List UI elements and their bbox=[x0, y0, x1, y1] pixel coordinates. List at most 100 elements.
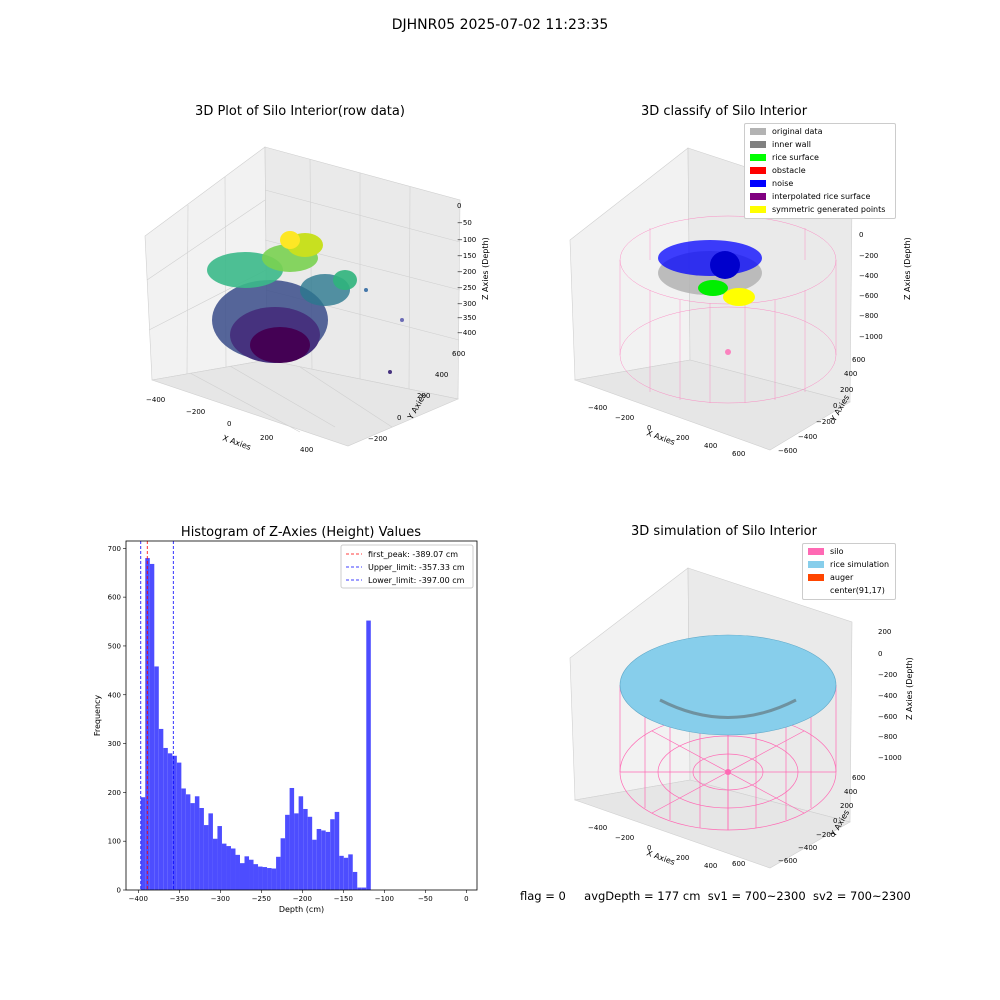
legend-entry-interpolated: interpolated rice surface bbox=[750, 192, 870, 201]
histogram-reference-lines bbox=[140, 541, 174, 890]
histogram-bar bbox=[285, 814, 290, 890]
raw-point-cloud bbox=[207, 231, 404, 374]
legend-swatch bbox=[808, 574, 824, 581]
histogram-x-tick-label: −300 bbox=[211, 895, 230, 903]
histogram-bar bbox=[194, 796, 200, 890]
histogram-bar bbox=[321, 830, 326, 890]
svg-text:−400: −400 bbox=[859, 272, 878, 280]
figure-suptitle: DJHNR05 2025-07-02 11:23:35 bbox=[391, 17, 609, 33]
legend-entry-inner-wall: inner wall bbox=[750, 140, 811, 149]
legend-entry-original-data: original data bbox=[750, 127, 822, 136]
legend-entry-noise: noise bbox=[750, 179, 793, 188]
histogram-x-tick-label: −250 bbox=[252, 895, 271, 903]
svg-text:−600: −600 bbox=[859, 292, 878, 300]
histogram-axes-frame bbox=[125, 540, 478, 891]
simulation-panel-title: 3D simulation of Silo Interior bbox=[631, 524, 817, 539]
legend-entry-symmetric: symmetric generated points bbox=[750, 205, 885, 214]
histogram-bar bbox=[149, 563, 155, 890]
histogram-bar bbox=[258, 866, 263, 890]
svg-text:−200: −200 bbox=[368, 435, 387, 443]
svg-text:600: 600 bbox=[452, 350, 465, 358]
svg-text:400: 400 bbox=[844, 370, 857, 378]
histogram-bar bbox=[298, 796, 304, 890]
histogram-bars bbox=[140, 558, 371, 890]
histogram-bar bbox=[158, 728, 164, 890]
svg-text:200: 200 bbox=[840, 802, 853, 810]
histogram-bar bbox=[140, 797, 146, 890]
legend-swatch bbox=[750, 141, 766, 148]
legend-swatch bbox=[750, 206, 766, 213]
svg-text:−400: −400 bbox=[798, 844, 817, 852]
status-flag: flag = 0 bbox=[520, 889, 566, 903]
simulation-rice-depression bbox=[659, 698, 797, 719]
simulation-zlabel: Z Axies (Depth) bbox=[905, 657, 914, 720]
histogram-bar bbox=[276, 856, 281, 890]
histogram-bar bbox=[366, 620, 371, 890]
histogram-x-tick-label: −100 bbox=[375, 895, 394, 903]
histogram-y-tick-label: 500 bbox=[108, 642, 121, 650]
histogram-bar bbox=[253, 864, 259, 890]
histogram-bar bbox=[199, 807, 204, 890]
svg-text:200: 200 bbox=[417, 392, 430, 400]
svg-text:−350: −350 bbox=[457, 314, 476, 322]
svg-text:−1000: −1000 bbox=[859, 333, 883, 341]
classify-tick-labels: −400 −200 0 200 400 600 −600 −400 −200 0… bbox=[588, 210, 883, 458]
svg-text:200: 200 bbox=[840, 386, 853, 394]
raw-tick-labels: −400 −200 0 200 400 −200 0 200 400 600 0… bbox=[146, 202, 476, 454]
histogram-y-tick-label: 300 bbox=[108, 740, 121, 748]
legend-entry-silo: silo bbox=[808, 547, 844, 556]
histogram-y-tick-label: 200 bbox=[108, 789, 121, 797]
histogram-xlabel: Depth (cm) bbox=[279, 905, 324, 914]
classify-legend-box: original data inner wall rice surface ob… bbox=[744, 123, 896, 219]
histogram-bar bbox=[339, 855, 344, 890]
classify-panel-title: 3D classify of Silo Interior bbox=[640, 104, 808, 119]
legend-entry-auger: auger bbox=[808, 573, 853, 582]
histogram-bar bbox=[294, 813, 299, 890]
histogram-bar bbox=[154, 666, 159, 890]
histogram-bar bbox=[271, 868, 277, 890]
classify-3d-plot[interactable]: −400 −200 0 200 400 600 −600 −400 −200 0… bbox=[560, 130, 940, 460]
legend-entry-center: center(91,17) bbox=[830, 586, 885, 595]
status-line: flag = 0 avgDepth = 177 cm sv1 = 700~230… bbox=[520, 889, 911, 903]
raw-gridlines bbox=[146, 158, 461, 433]
histogram-bar bbox=[357, 887, 362, 890]
histogram-bar bbox=[343, 857, 349, 890]
histogram-bar bbox=[185, 794, 191, 890]
histogram-legend-label: Upper_limit: -357.33 cm bbox=[368, 563, 465, 572]
raw-panel-title: 3D Plot of Silo Interior(row data) bbox=[195, 104, 405, 119]
histogram-chart[interactable]: Histogram of Z-Axies (Height) Values −40… bbox=[90, 520, 490, 920]
svg-text:−200: −200 bbox=[457, 268, 476, 276]
svg-text:−200: −200 bbox=[816, 418, 835, 426]
simulation-3d-plot[interactable]: −400 −200 0 200 400 600 −600 −400 −200 0… bbox=[560, 550, 940, 870]
svg-text:−400: −400 bbox=[588, 824, 607, 832]
histogram-bar bbox=[176, 762, 182, 890]
svg-text:600: 600 bbox=[732, 860, 745, 868]
histogram-bar bbox=[249, 859, 254, 890]
histogram-x-tick-label: −350 bbox=[170, 895, 189, 903]
histogram-legend-label: Lower_limit: -397.00 cm bbox=[368, 576, 465, 585]
svg-text:−400: −400 bbox=[878, 692, 897, 700]
svg-text:−200: −200 bbox=[878, 671, 897, 679]
status-avg-depth: avgDepth = 177 cm bbox=[584, 889, 701, 903]
histogram-bar bbox=[221, 843, 227, 890]
raw-3d-plot[interactable]: −400 −200 0 200 400 −200 0 200 400 600 0… bbox=[130, 130, 510, 460]
histogram-bar bbox=[289, 787, 295, 890]
histogram-y-ticks: 0 100 200 300 400 500 600 700 bbox=[108, 545, 126, 895]
svg-text:−200: −200 bbox=[859, 252, 878, 260]
histogram-bar bbox=[325, 831, 331, 890]
histogram-x-tick-label: −200 bbox=[293, 895, 312, 903]
histogram-bar bbox=[262, 867, 268, 890]
svg-text:−400: −400 bbox=[588, 404, 607, 412]
histogram-bar bbox=[361, 887, 367, 890]
histogram-legend-frame bbox=[340, 544, 474, 589]
svg-text:200: 200 bbox=[676, 434, 689, 442]
svg-text:−600: −600 bbox=[778, 447, 797, 455]
simulation-pane-floor bbox=[573, 779, 851, 869]
svg-text:200: 200 bbox=[878, 628, 891, 636]
simulation-tick-labels: −400 −200 0 200 400 600 −600 −400 −200 0… bbox=[588, 628, 902, 870]
raw-zlabel: Z Axies (Depth) bbox=[481, 237, 490, 300]
svg-text:−200: −200 bbox=[615, 414, 634, 422]
histogram-bar bbox=[212, 838, 218, 890]
raw-pane-right bbox=[264, 146, 461, 400]
histogram-bar bbox=[163, 747, 168, 890]
